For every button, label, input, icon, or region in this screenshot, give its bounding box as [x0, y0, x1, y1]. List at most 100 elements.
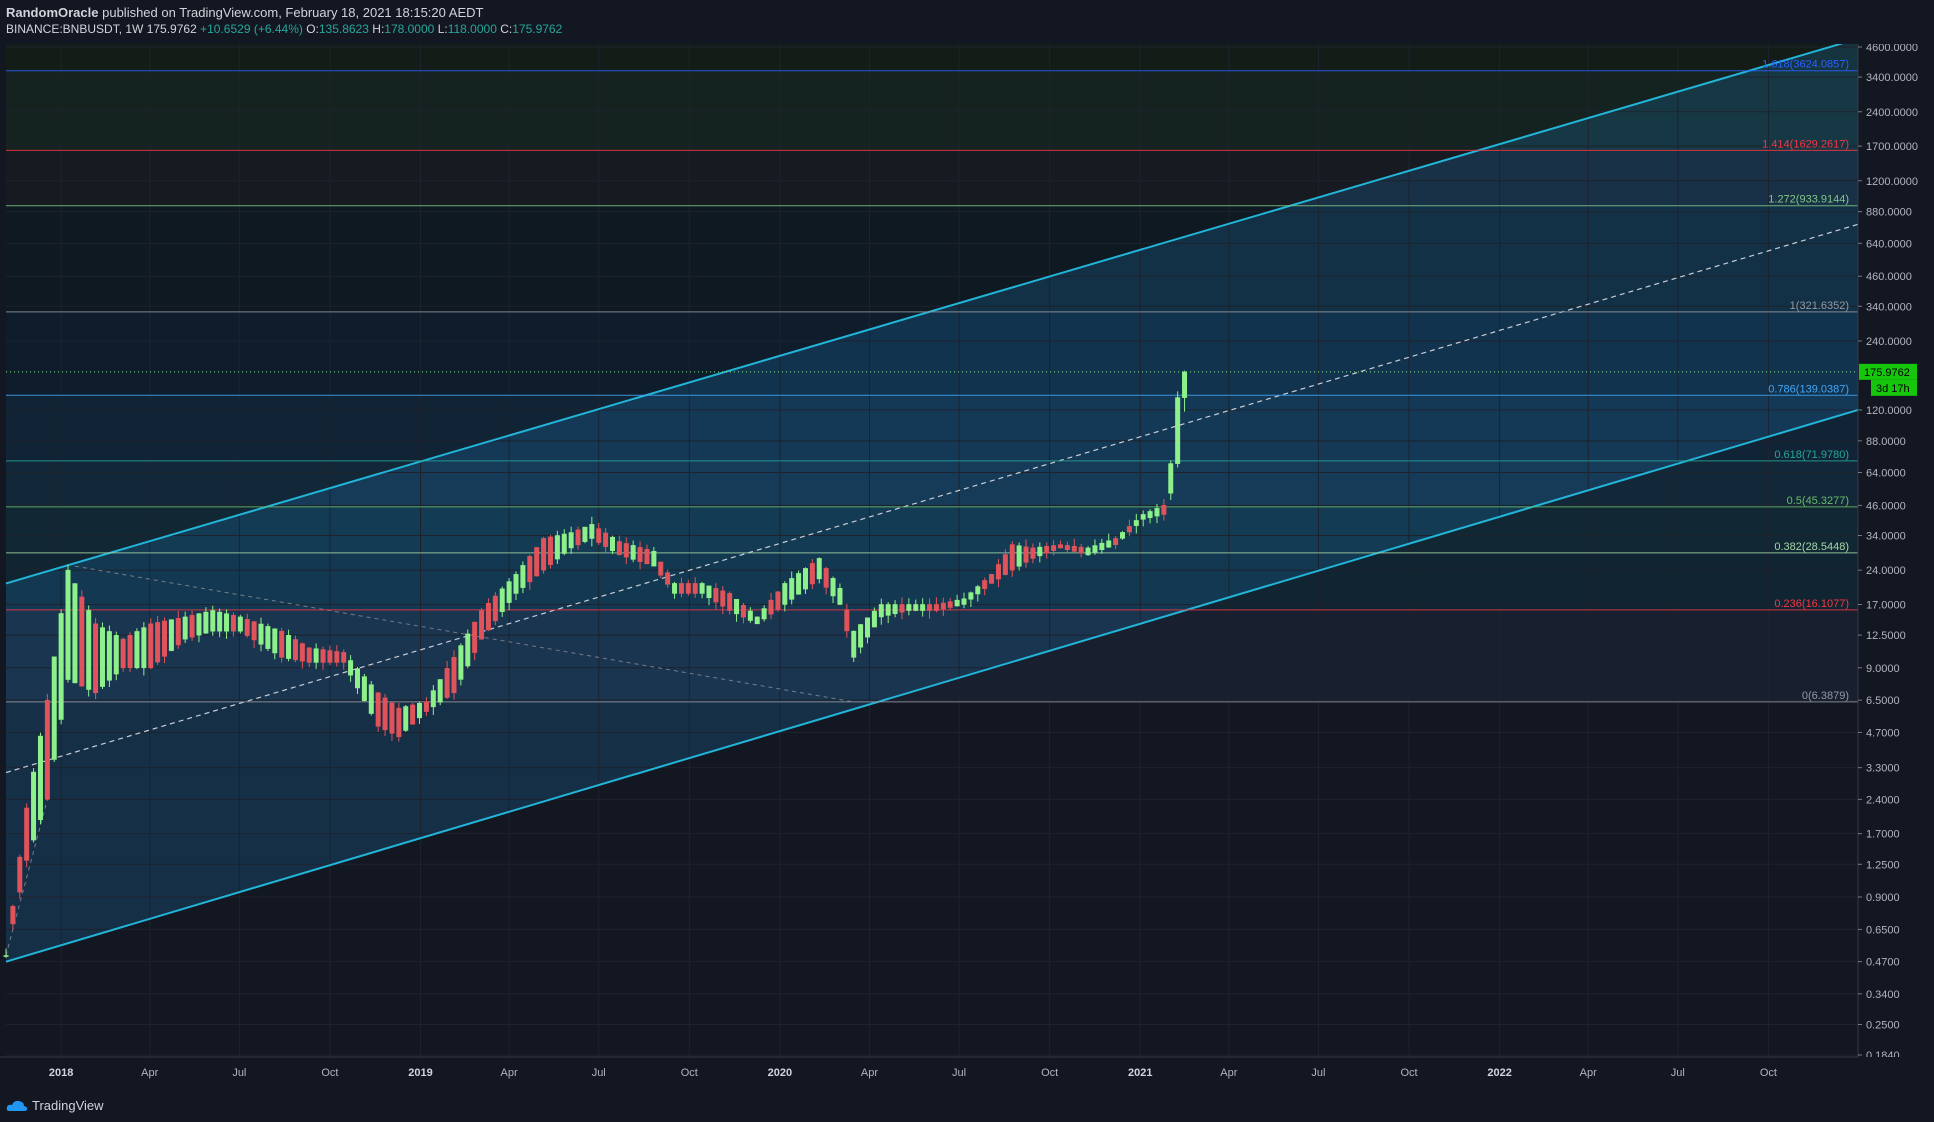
candle[interactable] — [630, 540, 636, 563]
candle[interactable] — [809, 558, 815, 590]
candle[interactable] — [465, 629, 471, 669]
candle[interactable] — [713, 583, 719, 610]
candle[interactable] — [747, 607, 753, 623]
candle[interactable] — [658, 561, 664, 578]
candle[interactable] — [975, 584, 981, 602]
candle[interactable] — [678, 577, 684, 598]
price-chart[interactable]: 1.618(3624.0857) 1.414(1629.2617) 1.272(93… — [0, 44, 1934, 1086]
candle[interactable] — [86, 605, 92, 697]
candle[interactable] — [761, 605, 767, 622]
channel-lower-line[interactable] — [5, 408, 1859, 963]
candle[interactable] — [1133, 513, 1139, 534]
candle[interactable] — [920, 598, 926, 617]
candle[interactable] — [589, 516, 595, 547]
candle[interactable] — [134, 628, 140, 670]
candle[interactable] — [410, 703, 416, 725]
candle[interactable] — [37, 732, 43, 825]
candle[interactable] — [1120, 531, 1126, 540]
candle[interactable] — [72, 583, 78, 684]
candle[interactable] — [796, 570, 802, 595]
candle[interactable] — [1092, 539, 1098, 555]
candle[interactable] — [575, 526, 581, 550]
candle[interactable] — [706, 585, 712, 606]
candle[interactable] — [527, 554, 533, 590]
candle[interactable] — [913, 599, 919, 612]
candle[interactable] — [224, 609, 230, 639]
candle[interactable] — [1161, 499, 1167, 521]
candle[interactable] — [520, 561, 526, 594]
candle[interactable] — [513, 571, 519, 601]
candle[interactable] — [1002, 549, 1008, 576]
candle[interactable] — [313, 643, 319, 669]
candle[interactable] — [541, 536, 547, 574]
candle[interactable] — [155, 616, 161, 665]
candle[interactable] — [423, 697, 429, 717]
candle[interactable] — [892, 600, 898, 618]
candle[interactable] — [1168, 460, 1174, 501]
candle[interactable] — [603, 527, 609, 553]
candle[interactable] — [995, 559, 1001, 588]
candle[interactable] — [727, 591, 733, 615]
candle[interactable] — [734, 598, 740, 622]
author-name[interactable]: RandomOracle — [6, 5, 99, 20]
candle[interactable] — [878, 598, 884, 625]
candle[interactable] — [830, 576, 836, 604]
candle[interactable] — [616, 535, 622, 556]
candle[interactable] — [568, 526, 574, 554]
candle[interactable] — [230, 612, 236, 637]
candle[interactable] — [279, 628, 285, 663]
candle[interactable] — [217, 608, 223, 637]
channel-median-line[interactable] — [5, 223, 1859, 774]
candle[interactable] — [286, 629, 292, 662]
candle[interactable] — [968, 591, 974, 608]
candle[interactable] — [196, 612, 202, 643]
candle[interactable] — [417, 701, 423, 724]
candle[interactable] — [320, 646, 326, 670]
tradingview-logo[interactable]: TradingView — [6, 1098, 104, 1113]
candle[interactable] — [644, 544, 650, 565]
candle[interactable] — [175, 610, 181, 649]
candle[interactable] — [1113, 535, 1119, 549]
candle[interactable] — [237, 614, 243, 634]
candle[interactable] — [596, 523, 602, 546]
candle[interactable] — [865, 617, 871, 644]
candle[interactable] — [1182, 370, 1188, 412]
candle[interactable] — [982, 577, 988, 596]
candle[interactable] — [472, 621, 478, 661]
candle[interactable] — [341, 649, 347, 670]
candle[interactable] — [561, 529, 567, 556]
candle[interactable] — [58, 609, 64, 725]
candle[interactable] — [31, 768, 37, 843]
candle[interactable] — [610, 535, 616, 555]
candle[interactable] — [244, 613, 250, 638]
candle[interactable] — [327, 645, 333, 666]
candle[interactable] — [740, 602, 746, 624]
candle[interactable] — [361, 674, 367, 702]
candle[interactable] — [203, 607, 209, 634]
candle[interactable] — [113, 631, 119, 681]
candle[interactable] — [871, 607, 877, 628]
candle[interactable] — [451, 650, 457, 700]
candle[interactable] — [389, 701, 395, 742]
candle[interactable] — [837, 583, 843, 605]
candle[interactable] — [141, 622, 147, 676]
candle[interactable] — [651, 546, 657, 567]
candle[interactable] — [1106, 533, 1112, 548]
candle[interactable] — [1037, 542, 1043, 563]
candle[interactable] — [885, 602, 891, 624]
candle[interactable] — [685, 579, 691, 596]
fib-trend-line[interactable] — [74, 565, 854, 703]
candle[interactable] — [858, 623, 864, 654]
candle[interactable] — [334, 645, 340, 667]
candle[interactable] — [1016, 542, 1022, 571]
candle[interactable] — [272, 628, 278, 660]
candle[interactable] — [168, 619, 174, 652]
candle[interactable] — [44, 693, 50, 801]
candle[interactable] — [430, 685, 436, 715]
candle[interactable] — [299, 642, 305, 669]
candle[interactable] — [93, 617, 99, 700]
candle[interactable] — [1023, 539, 1029, 568]
candle[interactable] — [1099, 538, 1105, 554]
candle[interactable] — [348, 655, 354, 682]
candle[interactable] — [816, 557, 822, 584]
